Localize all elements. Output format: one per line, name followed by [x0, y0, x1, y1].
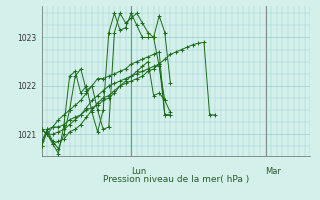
Text: Mar: Mar [266, 166, 282, 176]
X-axis label: Pression niveau de la mer( hPa ): Pression niveau de la mer( hPa ) [103, 175, 249, 184]
Text: Lun: Lun [131, 166, 147, 176]
